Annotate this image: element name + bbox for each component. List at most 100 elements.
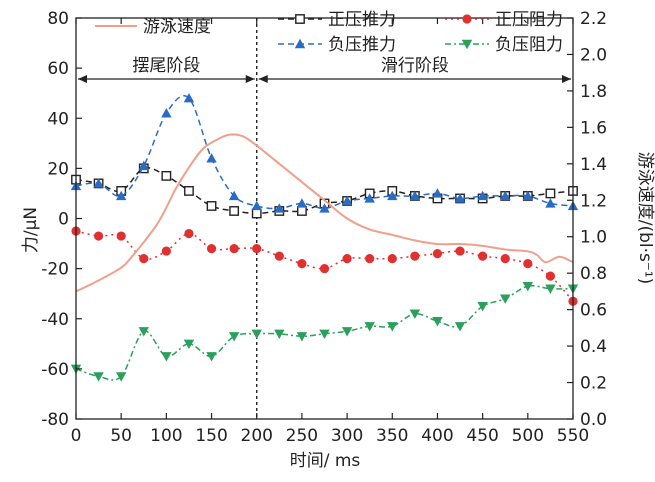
data-point-pos_drag xyxy=(523,259,533,269)
x-tick-label: 500 xyxy=(512,426,544,446)
x-tick-label: 400 xyxy=(421,426,453,446)
data-point-neg_thrust xyxy=(183,93,195,103)
x-tick-label: 350 xyxy=(376,426,408,446)
y-right-tick-label: 2.0 xyxy=(580,45,607,65)
data-point-pos_drag xyxy=(365,254,375,264)
data-point-pos_thrust xyxy=(297,206,307,216)
series-neg_thrust xyxy=(70,93,579,213)
data-point-neg_thrust xyxy=(274,203,285,213)
data-point-neg_thrust xyxy=(364,193,375,203)
data-point-neg_thrust xyxy=(138,160,149,171)
y-left-tick-label: 60 xyxy=(47,59,69,79)
data-point-neg_drag xyxy=(93,372,104,382)
data-point-pos_drag xyxy=(206,243,217,254)
legend-label: 正压推力 xyxy=(328,10,396,30)
data-point-neg_drag xyxy=(364,322,375,332)
data-point-neg_thrust xyxy=(454,193,466,203)
y-right-tick-label: 1.0 xyxy=(580,228,607,248)
phase-label: 摆尾阶段 xyxy=(132,56,200,76)
phase-arrow-head-left xyxy=(78,75,87,83)
data-point-neg_drag xyxy=(477,302,488,312)
data-point-pos_drag xyxy=(478,251,488,261)
legend-marker xyxy=(461,39,473,50)
y-right-tick-label: 1.2 xyxy=(580,191,607,211)
axes: 0 50 100 150 200 250 300 350 400 450 500 550-80-60-… xyxy=(41,9,607,446)
series-line-neg_thrust xyxy=(75,95,574,210)
data-point-pos_drag xyxy=(319,264,330,274)
data-point-neg_thrust xyxy=(522,190,534,201)
data-point-neg_drag xyxy=(522,281,534,292)
series-neg_drag xyxy=(70,281,579,382)
legend-label: 负压阻力 xyxy=(495,35,563,55)
legend-item-neg_thrust: 负压推力 xyxy=(278,35,396,55)
y-left-tick-label: -40 xyxy=(41,310,69,330)
data-point-neg_thrust xyxy=(432,188,443,198)
data-point-pos_drag xyxy=(252,243,262,254)
y-left-tick-label: 20 xyxy=(47,159,69,179)
y-right-tick-label: 1.6 xyxy=(580,118,607,138)
y-right-tick-label: 1.8 xyxy=(580,82,607,102)
data-point-pos_drag xyxy=(387,254,397,264)
phase-arrow-head-left xyxy=(258,75,268,83)
y-right-tick-label: 0.4 xyxy=(580,337,607,357)
data-point-pos_thrust xyxy=(229,206,240,216)
phase-label: 滑行阶段 xyxy=(381,56,449,76)
legend-item-neg_drag: 负压阻力 xyxy=(445,35,563,55)
data-point-neg_drag xyxy=(545,284,556,294)
data-point-neg_thrust xyxy=(319,203,330,213)
y-left-tick-label: -80 xyxy=(41,410,69,430)
data-point-neg_drag xyxy=(183,339,195,350)
data-point-pos_drag xyxy=(274,251,284,261)
series-layer xyxy=(70,93,579,382)
x-tick-label: 550 xyxy=(557,426,589,446)
data-point-pos_drag xyxy=(184,228,194,239)
legend-label: 负压推力 xyxy=(328,35,396,55)
data-point-pos_drag xyxy=(139,254,149,264)
data-point-pos_drag xyxy=(297,259,307,269)
y-right-tick-label: 0.6 xyxy=(580,301,607,321)
phase-arrow-head-right xyxy=(562,75,571,83)
phase-arrow-head-right xyxy=(245,75,255,83)
legend-marker xyxy=(295,14,305,24)
data-point-neg_thrust xyxy=(161,108,172,118)
x-tick-label: 100 xyxy=(150,426,182,446)
data-point-neg_thrust xyxy=(251,200,262,211)
data-point-neg_thrust xyxy=(296,198,308,208)
data-point-neg_thrust xyxy=(500,190,511,201)
data-point-pos_thrust xyxy=(545,188,556,199)
data-point-pos_thrust xyxy=(161,170,172,181)
legend-label: 游泳速度 xyxy=(143,17,211,37)
y-left-tick-label: 40 xyxy=(47,109,69,129)
data-point-pos_drag xyxy=(545,271,556,281)
legend-label: 正压阻力 xyxy=(495,10,563,30)
data-point-pos_drag xyxy=(342,254,352,264)
x-tick-label: 50 xyxy=(110,426,132,446)
data-point-pos_drag xyxy=(432,248,443,259)
legend-item-pos_thrust: 正压推力 xyxy=(278,10,396,30)
data-point-pos_thrust xyxy=(206,201,217,211)
data-point-neg_drag xyxy=(228,332,240,342)
y-left-axis-title: 力/μN xyxy=(21,207,41,253)
data-point-pos_thrust xyxy=(251,208,262,219)
data-point-neg_drag xyxy=(206,352,217,362)
data-point-neg_drag xyxy=(161,352,172,362)
legend-marker xyxy=(462,14,472,24)
data-point-neg_thrust xyxy=(228,190,240,201)
data-point-neg_drag xyxy=(432,317,443,327)
y-right-tick-label: 2.2 xyxy=(580,9,607,29)
y-right-tick-label: 0.2 xyxy=(580,374,607,394)
x-tick-label: 150 xyxy=(195,426,227,446)
legend-item-pos_drag: 正压阻力 xyxy=(445,10,563,30)
data-point-neg_drag xyxy=(454,322,466,332)
data-point-neg_thrust xyxy=(341,195,353,206)
y-right-axis-title: 游泳速度/(bl·s⁻¹) xyxy=(635,152,655,285)
y-left-tick-label: -20 xyxy=(41,260,69,280)
data-point-neg_drag xyxy=(115,372,127,382)
y-right-tick-label: 0.8 xyxy=(580,264,607,284)
y-left-tick-label: 0 xyxy=(58,210,69,230)
data-point-pos_drag xyxy=(500,254,510,264)
data-point-neg_drag xyxy=(387,322,398,332)
plot-area: 摆尾阶段 滑行阶段 xyxy=(78,18,571,419)
